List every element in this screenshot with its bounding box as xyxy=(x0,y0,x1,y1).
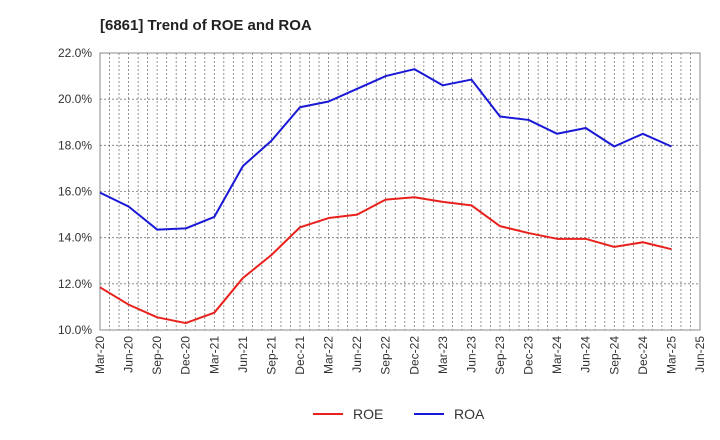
x-tick-label: Sep-21 xyxy=(264,336,278,375)
y-tick-label: 22.0% xyxy=(58,46,92,60)
x-tick-label: Jun-22 xyxy=(350,336,364,373)
x-tick-label: Dec-22 xyxy=(407,336,421,375)
x-tick-label: Sep-23 xyxy=(493,336,507,375)
x-tick-label: Mar-25 xyxy=(664,336,678,374)
gridlines xyxy=(100,53,700,330)
x-tick-label: Sep-24 xyxy=(607,336,621,375)
x-tick-label: Dec-20 xyxy=(179,336,193,375)
series-line-roe xyxy=(99,196,672,325)
legend-label-roa: ROA xyxy=(454,406,485,422)
x-tick-label: Mar-20 xyxy=(93,336,107,374)
series-line-roa xyxy=(99,68,672,231)
x-tick-label: Sep-22 xyxy=(379,336,393,375)
x-tick-label: Jun-23 xyxy=(464,336,478,373)
legend: ROE ROA xyxy=(313,406,485,422)
y-tick-label: 14.0% xyxy=(58,231,92,245)
x-tick-label: Mar-22 xyxy=(322,336,336,374)
y-tick-label: 18.0% xyxy=(58,138,92,152)
x-tick-label: Mar-23 xyxy=(436,336,450,374)
x-tick-label: Dec-23 xyxy=(522,336,536,375)
y-tick-label: 12.0% xyxy=(58,277,92,291)
x-tick-label: Dec-24 xyxy=(636,336,650,375)
y-axis-ticks: 10.0% 12.0% 14.0% 16.0% 18.0% 20.0% 22.0% xyxy=(58,46,92,337)
y-tick-label: 10.0% xyxy=(58,323,92,337)
x-tick-label: Jun-24 xyxy=(579,336,593,373)
x-tick-label: Mar-24 xyxy=(550,336,564,374)
x-tick-label: Dec-21 xyxy=(293,336,307,375)
x-tick-label: Jun-20 xyxy=(122,336,136,373)
chart-title: [6861] Trend of ROE and ROA xyxy=(100,17,312,34)
x-tick-label: Jun-25 xyxy=(693,336,707,373)
y-tick-label: 20.0% xyxy=(58,92,92,106)
legend-label-roe: ROE xyxy=(353,406,383,422)
y-tick-label: 16.0% xyxy=(58,185,92,199)
x-tick-label: Jun-21 xyxy=(236,336,250,373)
x-axis-ticks: Mar-20 Jun-20 Sep-20 Dec-20 Mar-21 Jun-21 Sep-… xyxy=(93,336,707,375)
series-lines xyxy=(99,68,672,325)
x-tick-label: Sep-20 xyxy=(150,336,164,375)
x-tick-label: Mar-21 xyxy=(207,336,221,374)
